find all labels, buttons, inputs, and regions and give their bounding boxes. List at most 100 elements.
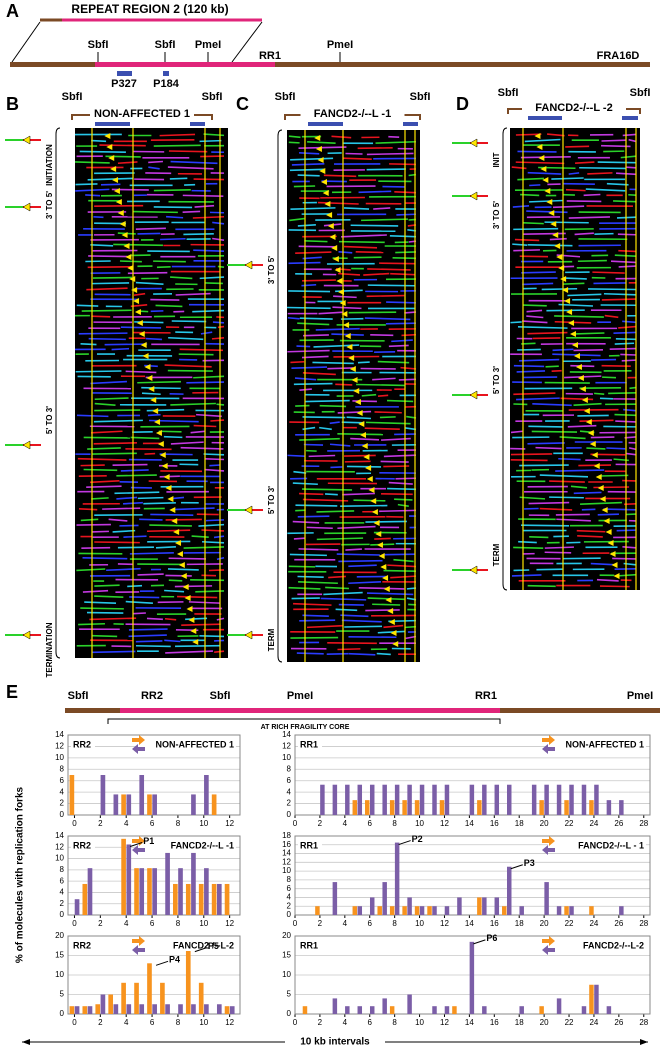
fork-marker	[544, 188, 551, 194]
y-axis-label: % of molecules with replication forks	[15, 786, 26, 963]
fiber	[387, 487, 417, 491]
legend-arrow	[132, 744, 145, 754]
fiber	[324, 493, 338, 496]
fiber	[383, 624, 404, 629]
y-tick-label: 5	[287, 990, 292, 999]
fiber	[346, 416, 372, 420]
fiber	[144, 364, 158, 368]
x-tick-label: 22	[565, 1018, 574, 1027]
fork-marker	[112, 177, 119, 183]
x-tick-label: 18	[515, 919, 524, 928]
fiber	[117, 161, 138, 165]
fiber	[287, 316, 300, 320]
bar	[402, 906, 407, 915]
bar	[594, 984, 599, 1014]
zone-label: INITIATION	[45, 144, 54, 186]
fork-marker	[348, 355, 355, 361]
fiber	[396, 213, 417, 216]
fiber	[574, 232, 594, 236]
fiber	[116, 474, 157, 477]
fiber	[288, 141, 300, 144]
annotation: P3	[524, 858, 535, 868]
fiber	[361, 218, 408, 222]
fork-marker	[387, 608, 394, 614]
fiber	[91, 530, 109, 533]
region-bg	[71, 738, 95, 750]
fiber	[510, 430, 524, 434]
x-tick-label: 2	[318, 919, 323, 928]
fiber	[163, 435, 183, 439]
x-tick-label: 0	[72, 919, 77, 928]
fiber	[297, 223, 316, 227]
fiber	[549, 237, 567, 241]
fiber	[603, 292, 637, 296]
fiber	[528, 425, 563, 428]
fork-marker	[150, 397, 157, 403]
fiber	[319, 404, 347, 408]
bar	[357, 1006, 363, 1014]
x-tick-label: 4	[124, 919, 129, 928]
fiber	[395, 477, 417, 480]
fork-marker	[593, 463, 600, 469]
fiber	[316, 537, 364, 541]
bar	[211, 794, 217, 815]
fork-marker	[540, 166, 547, 172]
bar	[121, 794, 126, 815]
fiber	[594, 232, 614, 236]
fiber	[590, 436, 615, 439]
x-tick-label: 16	[490, 819, 499, 828]
fiber	[620, 155, 637, 159]
fork-marker	[119, 221, 126, 227]
fiber	[535, 446, 562, 450]
fiber	[193, 375, 225, 379]
fiber	[290, 207, 336, 211]
bar	[544, 784, 549, 815]
fiber	[178, 353, 214, 356]
core-bracket	[107, 718, 501, 724]
site-label: SbfI	[155, 39, 176, 51]
fiber	[87, 447, 121, 450]
fiber	[332, 306, 362, 310]
fiber	[357, 147, 393, 150]
y-tick-label: 14	[55, 730, 64, 739]
fiber	[617, 573, 637, 577]
fiber	[302, 614, 329, 617]
bar	[160, 982, 165, 1014]
fiber	[137, 380, 181, 384]
fiber	[366, 152, 414, 156]
fiber	[84, 601, 117, 604]
fiber	[179, 348, 224, 352]
fiber	[565, 145, 590, 148]
fiber	[599, 397, 614, 400]
fiber	[141, 386, 181, 390]
fiber	[527, 171, 562, 175]
x-tick-label: 8	[392, 919, 397, 928]
fork-icon-head	[469, 390, 478, 400]
fiber	[116, 496, 138, 500]
fork-marker	[385, 597, 392, 603]
fiber	[527, 584, 556, 588]
fiber	[338, 251, 353, 254]
y-tick-label: 2	[60, 799, 65, 808]
fiber	[331, 333, 364, 336]
bar	[369, 784, 375, 815]
fiber	[93, 419, 143, 423]
bar	[581, 1006, 587, 1014]
fiber	[111, 347, 130, 351]
legend-arrow	[132, 936, 145, 946]
y-tick-label: 8	[287, 875, 292, 884]
fiber	[341, 234, 387, 238]
title-bg	[90, 108, 194, 120]
fiber	[192, 309, 225, 313]
fiber	[94, 584, 120, 587]
y-tick-label: 20	[282, 931, 291, 940]
fiber	[366, 168, 406, 171]
fork-marker	[336, 278, 343, 284]
fiber	[205, 519, 225, 522]
fiber	[291, 366, 328, 369]
bar	[139, 775, 145, 815]
fiber	[340, 614, 369, 618]
fork-icon-head	[244, 630, 253, 640]
fiber	[340, 504, 388, 508]
fork-marker	[554, 243, 561, 249]
